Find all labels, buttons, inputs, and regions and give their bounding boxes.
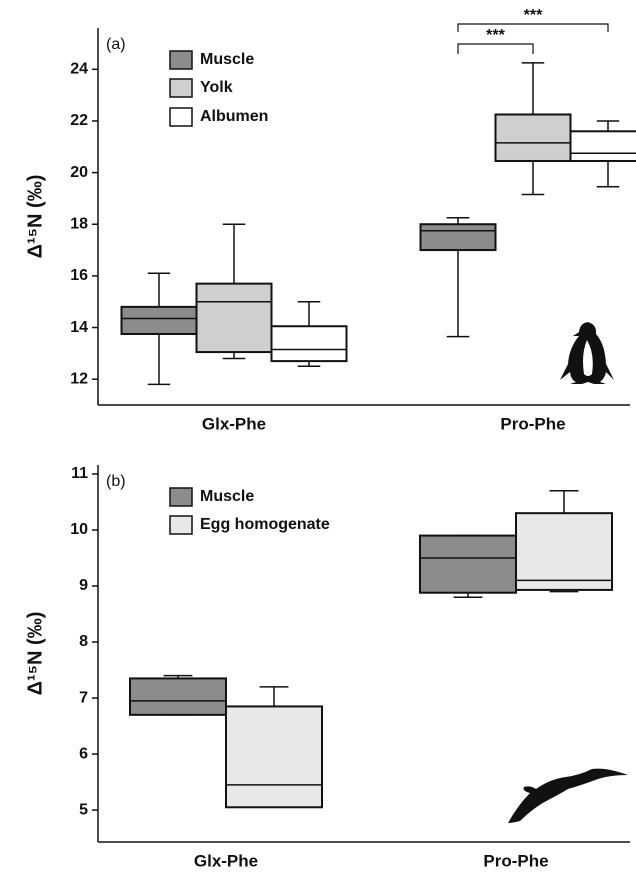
significance-bracket: [457, 23, 609, 32]
legend-label: Albumen: [200, 108, 268, 125]
y-tick-label: 7: [79, 689, 88, 706]
x-tick-label: Pro-Phe: [500, 414, 565, 433]
box: [195, 282, 273, 354]
legend-swatch: [169, 78, 193, 98]
panel-label: (b): [106, 473, 126, 490]
penguin-icon: [560, 322, 614, 384]
legend-swatch: [169, 50, 193, 70]
box: [129, 677, 227, 716]
y-tick-label: 11: [71, 465, 88, 482]
y-tick-label: 20: [70, 164, 88, 181]
y-tick-label: 22: [70, 112, 88, 129]
box: [419, 534, 517, 594]
y-tick-label: 18: [70, 215, 88, 232]
y-tick-label: 16: [70, 267, 88, 284]
box: [515, 512, 613, 591]
legend-label: Egg homogenate: [200, 516, 330, 533]
x-tick-label: Pro-Phe: [483, 851, 548, 870]
y-axis-label: Δ¹⁵N (‰): [24, 612, 46, 696]
significance-label: ***: [524, 7, 543, 24]
y-axis-label: Δ¹⁵N (‰): [24, 175, 46, 259]
y-tick-label: 9: [79, 577, 88, 594]
legend-swatch: [169, 515, 193, 535]
legend-swatch: [169, 487, 193, 507]
y-tick-label: 6: [79, 745, 88, 762]
panel-label: (a): [106, 36, 126, 53]
legend-label: Muscle: [200, 488, 254, 505]
y-tick-label: 14: [70, 319, 88, 336]
box: [270, 325, 348, 363]
significance-label: ***: [486, 27, 505, 44]
y-tick-label: 8: [79, 633, 88, 650]
y-tick-label: 10: [70, 521, 88, 538]
box: [494, 113, 572, 162]
y-tick-label: 24: [70, 61, 88, 78]
box: [569, 130, 636, 162]
box: [225, 705, 323, 809]
x-tick-label: Glx-Phe: [194, 851, 258, 870]
y-tick-label: 5: [79, 801, 88, 818]
legend-label: Muscle: [200, 51, 254, 68]
y-tick-label: 12: [70, 370, 88, 387]
significance-bracket: [457, 43, 534, 54]
x-tick-label: Glx-Phe: [202, 414, 266, 433]
box: [120, 305, 198, 335]
box: [419, 223, 497, 252]
seabird-icon: [508, 768, 628, 823]
legend-label: Yolk: [200, 79, 233, 96]
legend-swatch: [169, 107, 193, 127]
